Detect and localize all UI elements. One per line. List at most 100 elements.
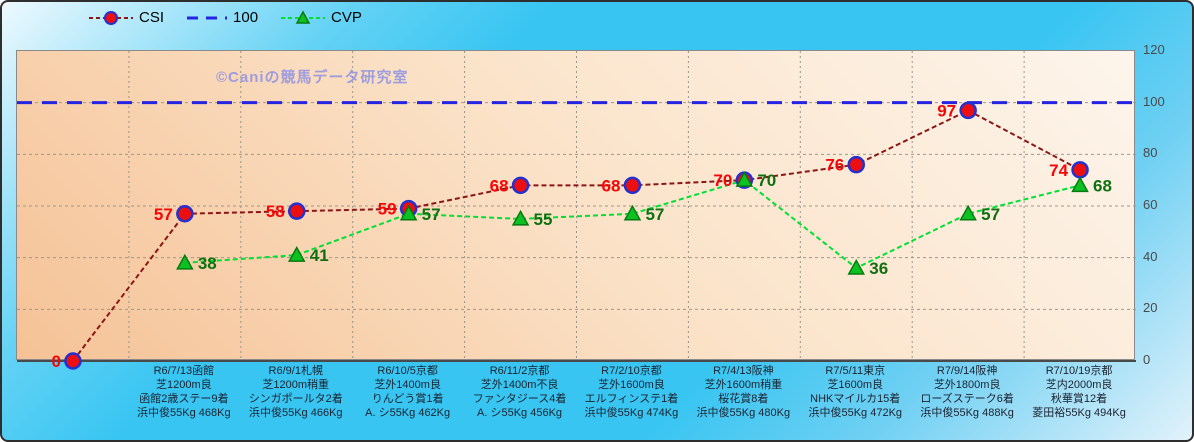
x-axis-label-line: 函館2歳ステー9着 bbox=[139, 393, 229, 405]
x-axis-label-line: エルフィンステ1着 bbox=[584, 393, 679, 405]
cvp-marker bbox=[623, 204, 642, 221]
plot-svg: 0 57 58 59 68 68 70 76 97 74 38 41 57 55 57 70 36 57 68 bbox=[17, 51, 1136, 371]
plot-area: 0 57 58 59 68 68 70 76 97 74 38 41 57 55 57 70 36 57 68 bbox=[16, 50, 1136, 371]
cvp-value-label: 55 bbox=[534, 210, 553, 229]
x-axis-label-line: R6/9/1札幌 bbox=[268, 365, 323, 377]
x-axis-label: R6/7/13函館 芝1200m良函館2歳ステー9着 浜中俊55Kg 468Kg bbox=[109, 364, 259, 420]
x-axis-label-line: 芝外1400m良 bbox=[374, 379, 441, 391]
cvp-value-label: 57 bbox=[645, 205, 664, 224]
cvp-marker-icon bbox=[281, 9, 326, 24]
x-axis-label-line: 菱田裕55Kg 494Kg bbox=[1032, 407, 1126, 419]
x-axis-label-line: 浜中俊55Kg 472Kg bbox=[808, 407, 903, 419]
cvp-marker bbox=[959, 204, 977, 221]
chart-legend: CSI 100 CVP bbox=[88, 9, 362, 26]
x-axis-label-line: R7/5/11東京 bbox=[825, 365, 886, 377]
legend-item-cvp: CVP bbox=[280, 9, 362, 26]
x-axis-label: R6/10/5京都 芝外1400m良 りんどう賞1着 A. シ55Kg 462Kg bbox=[333, 364, 483, 420]
csi-value-label: 59 bbox=[378, 200, 397, 219]
csi-value-label: 68 bbox=[602, 176, 621, 195]
x-axis-label-line: 浜中俊55Kg 466Kg bbox=[248, 407, 343, 419]
x-axis-label-line: 芝外1600m良 bbox=[598, 379, 665, 391]
y-axis-tick-label: 120 bbox=[1143, 42, 1165, 57]
csi-value-label: 68 bbox=[490, 176, 509, 195]
cvp-marker bbox=[287, 246, 306, 262]
csi-marker bbox=[959, 101, 977, 120]
x-axis-label: R6/9/1札幌 芝1200m稍重シンガポールタ2着 浜中俊55Kg 466Kg bbox=[221, 364, 371, 420]
csi-marker bbox=[64, 352, 82, 370]
cvp-value-label: 70 bbox=[757, 171, 776, 190]
cvp-marker bbox=[399, 204, 418, 221]
cvp-marker bbox=[735, 171, 754, 187]
x-axis-label-line: 浜中俊55Kg 488Kg bbox=[920, 407, 1014, 419]
legend-item-100: 100 bbox=[186, 9, 258, 26]
x-axis-label-line: 桜花賞8着 bbox=[718, 393, 769, 405]
x-axis-label-line: 芝外1400m不良 bbox=[480, 379, 559, 391]
x-axis-label-line: 芝1200m良 bbox=[156, 379, 212, 391]
x-axis-label-line: 芝内2000m良 bbox=[1045, 379, 1113, 391]
ref-line-icon bbox=[187, 16, 228, 19]
x-axis-label-line: R6/11/2京都 bbox=[489, 365, 550, 377]
csi-marker bbox=[511, 176, 530, 195]
cvp-value-label: 36 bbox=[869, 259, 888, 278]
csi-value-label: 97 bbox=[937, 101, 956, 120]
csi-marker bbox=[288, 202, 306, 220]
y-axis-tick-label: 100 bbox=[1143, 93, 1165, 109]
x-axis-label: R7/2/10京都 芝外1600m良 エルフィンステ1着 浜中俊55Kg 474Kg bbox=[556, 364, 706, 420]
csi-marker-icon bbox=[89, 10, 133, 25]
csi-value-label: 76 bbox=[825, 156, 844, 175]
x-axis-label-line: 秋華賞12着 bbox=[1050, 393, 1108, 405]
x-axis-label-line: 芝1200m稍重 bbox=[262, 379, 330, 391]
cvp-value-label: 68 bbox=[1093, 176, 1112, 195]
x-axis-label-line: R6/10/5京都 bbox=[377, 365, 438, 377]
x-axis-label-line: A. シ55Kg 462Kg bbox=[365, 407, 451, 419]
x-axis-label-line: シンガポールタ2着 bbox=[248, 393, 343, 405]
csi-value-label: 58 bbox=[266, 202, 285, 221]
x-axis-label-line: 芝外1800m良 bbox=[933, 379, 1001, 391]
csi-value-label: 70 bbox=[713, 171, 732, 190]
csi-marker bbox=[847, 155, 865, 174]
legend-label-csi: CSI bbox=[139, 9, 165, 26]
x-axis-label-line: りんどう賞1着 bbox=[371, 393, 444, 405]
x-axis-label: R7/5/11東京 芝1600m良 NHKマイルカ15着 浜中俊55Kg 472Kg bbox=[780, 364, 930, 420]
legend-item-csi: CSI bbox=[88, 9, 164, 26]
y-axis-tick-label: 20 bbox=[1143, 300, 1158, 316]
csi-marker bbox=[1071, 161, 1089, 179]
x-axis-label-line: 浜中俊55Kg 468Kg bbox=[137, 407, 231, 419]
x-axis-label-line: R7/9/14阪神 bbox=[936, 365, 998, 377]
x-axis-label: R7/9/14阪神 芝外1800m良ローズステーク6着 浜中俊55Kg 488Kg bbox=[892, 364, 1042, 420]
x-axis-label-line: R7/10/19京都 bbox=[1045, 365, 1113, 377]
x-axis-label-line: R7/4/13阪神 bbox=[713, 365, 774, 377]
cvp-value-label: 38 bbox=[198, 254, 217, 273]
x-axis-label: R7/4/13阪神 芝外1600m稍重 桜花賞8着浜中俊55Kg 480Kg bbox=[668, 364, 818, 420]
cvp-value-label: 41 bbox=[310, 246, 329, 265]
csi-value-label: 57 bbox=[154, 205, 173, 224]
x-axis-label-line: ローズステーク6着 bbox=[920, 393, 1014, 405]
x-axis-label-line: ファンタジース4着 bbox=[472, 393, 567, 405]
legend-label-cvp: CVP bbox=[331, 9, 362, 26]
cvp-marker bbox=[511, 209, 530, 226]
y-axis-tick-label: 40 bbox=[1143, 248, 1158, 264]
cvp-marker bbox=[176, 253, 194, 270]
x-axis-label-line: A. シ55Kg 456Kg bbox=[477, 407, 563, 419]
x-axis-label-line: NHKマイルカ15着 bbox=[810, 393, 901, 405]
y-axis-tick-label: 80 bbox=[1143, 145, 1158, 161]
csi-value-label: 74 bbox=[1049, 161, 1068, 180]
cvp-marker bbox=[1071, 176, 1089, 193]
csi-value-label: 0 bbox=[51, 352, 60, 371]
x-axis-label-line: R6/7/13函館 bbox=[153, 365, 215, 377]
cvp-value-label: 57 bbox=[981, 205, 1000, 224]
x-axis-label-line: 芝1600m良 bbox=[827, 379, 884, 391]
cvp-value-label: 57 bbox=[422, 205, 441, 224]
x-axis-label: R7/10/19京都 芝内2000m良 秋華賞12着菱田裕55Kg 494Kg bbox=[1004, 364, 1154, 420]
csi-line bbox=[72, 109, 1081, 362]
csi-marker bbox=[623, 176, 642, 195]
x-axis-label-line: 浜中俊55Kg 474Kg bbox=[584, 407, 679, 419]
x-axis-label-line: 浜中俊55Kg 480Kg bbox=[696, 407, 791, 419]
y-axis-tick-label: 60 bbox=[1143, 197, 1158, 212]
y-axis-tick-label: 0 bbox=[1143, 352, 1151, 367]
legend-label-100: 100 bbox=[233, 9, 259, 26]
x-axis-label-line: 芝外1600m稍重 bbox=[704, 379, 783, 391]
cvp-marker bbox=[847, 258, 866, 275]
watermark-text: ©Caniの競馬データ研究室 bbox=[216, 69, 409, 86]
